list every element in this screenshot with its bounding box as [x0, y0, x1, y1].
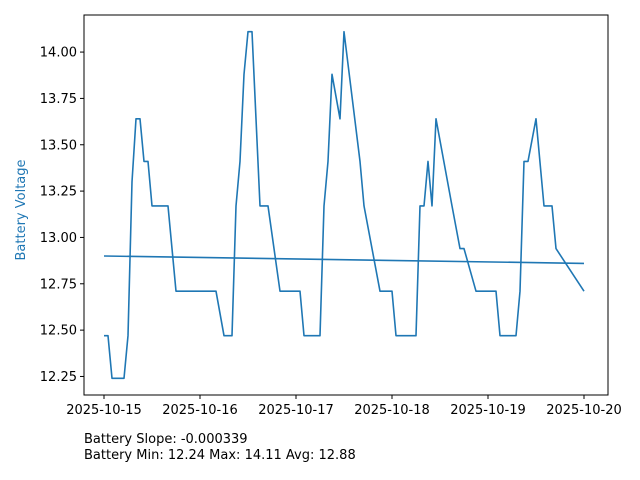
y-tick-label: 12.25: [40, 370, 77, 385]
plot-frame: [83, 14, 609, 396]
y-axis-label: Battery Voltage: [14, 159, 29, 260]
y-tick-label: 13.00: [40, 231, 77, 246]
x-tick-label: 2025-10-20: [546, 403, 622, 418]
battery-slope-text: Battery Slope: -0.000339: [84, 432, 248, 447]
y-tick-label: 13.25: [40, 185, 77, 200]
y-tick-label: 12.75: [40, 277, 77, 292]
series-layer: [103, 30, 585, 380]
x-tick-label: 2025-10-15: [66, 403, 142, 418]
y-tick-label: 14.00: [40, 46, 77, 61]
x-tick-label: 2025-10-16: [162, 403, 238, 418]
battery-voltage-line: [104, 30, 585, 380]
y-tick-label: 13.75: [40, 92, 77, 107]
y-tick-label: 12.50: [40, 324, 77, 339]
trend-line: [103, 255, 585, 265]
x-tick-label: 2025-10-17: [258, 403, 334, 418]
x-axis: 2025-10-15 2025-10-16 2025-10-17 2025-10-18…: [66, 395, 622, 418]
x-tick-label: 2025-10-18: [354, 403, 430, 418]
x-tick-label: 2025-10-19: [450, 403, 526, 418]
y-tick-label: 13.50: [40, 138, 77, 153]
battery-stats-text: Battery Min: 12.24 Max: 14.11 Avg: 12.88: [84, 447, 356, 463]
y-axis: 12.25 12.50 12.75 13.00 13.25 13.50 13.75 14.00: [40, 46, 84, 385]
stats-footer: Battery Slope: -0.000339 Battery Min: 12.…: [84, 432, 356, 463]
